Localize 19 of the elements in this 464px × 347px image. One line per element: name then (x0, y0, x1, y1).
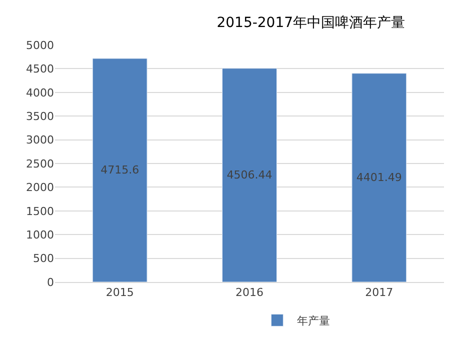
y-tick-label: 4500 (26, 62, 54, 76)
x-tick-label: 2015 (106, 286, 134, 300)
data-label: 4506.44 (226, 168, 272, 182)
data-label: 4715.6 (100, 164, 140, 177)
data-label: 4401.49 (356, 171, 402, 184)
y-tick-label: 2000 (26, 181, 54, 194)
chart-title: 2015-2017年中国啤酒年产量 (216, 15, 406, 32)
x-tick-label: 2016 (236, 286, 264, 300)
y-tick-label: 5000 (26, 38, 54, 52)
x-tick-label: 2017 (365, 286, 394, 300)
y-tick-label: 500 (33, 252, 54, 266)
y-tick-label: 2500 (26, 157, 54, 170)
y-tick-label: 1000 (26, 228, 54, 242)
y-tick-label: 0 (47, 276, 54, 289)
y-tick-label: 3000 (26, 134, 54, 147)
y-tick-label: 3500 (26, 110, 54, 123)
y-tick-label: 1500 (26, 204, 54, 218)
legend-label: 年产量 (297, 314, 330, 328)
y-tick-label: 4000 (26, 86, 54, 100)
